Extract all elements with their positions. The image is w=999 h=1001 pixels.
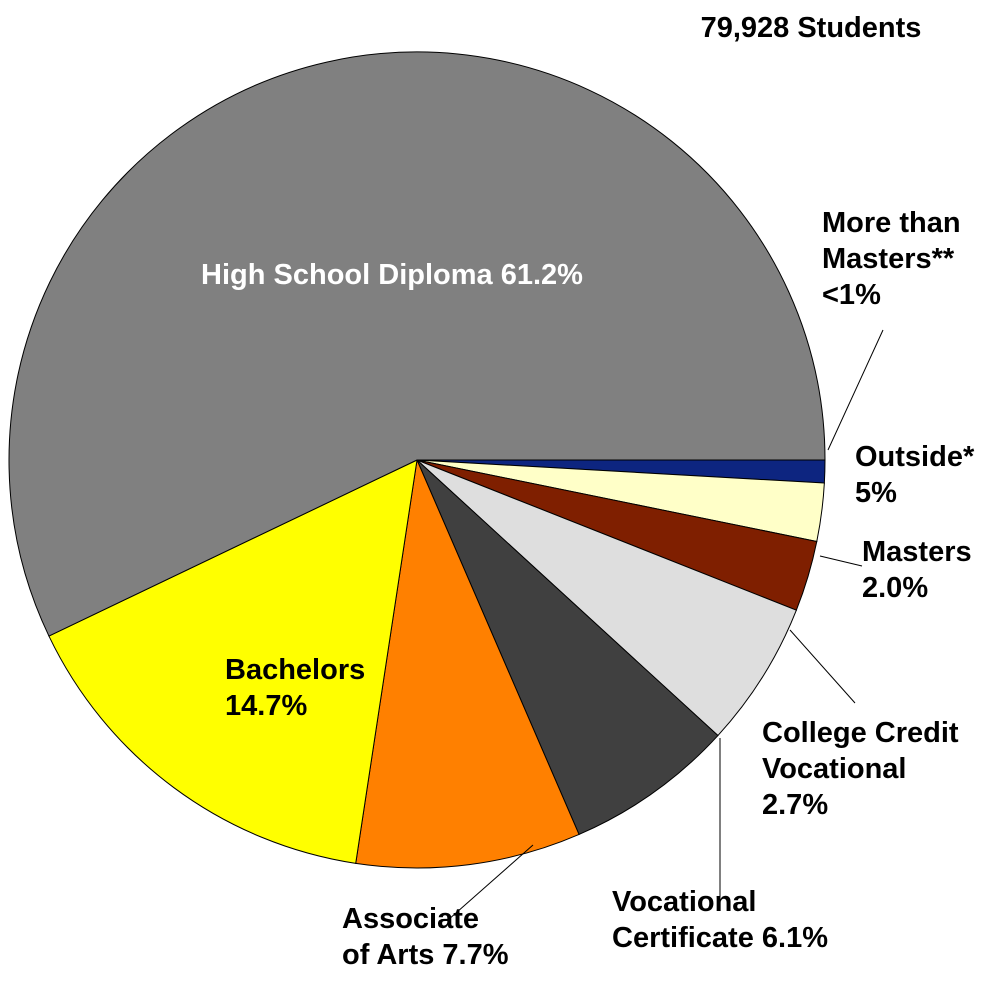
slice-label-line: 2.7% — [762, 789, 828, 821]
slice-label: Vocational Certificate 6.1% — [612, 886, 828, 954]
leader-line — [789, 629, 856, 704]
slice-label-line: <1% — [822, 279, 881, 311]
slice-label-line: Outside* — [855, 441, 975, 473]
pie-slice-high-school-diploma — [8, 51, 826, 637]
slice-label-line: Masters** — [822, 243, 955, 275]
pie-slice-bachelors — [48, 459, 418, 864]
leader-line — [447, 844, 534, 921]
leader-line — [819, 555, 863, 567]
slice-label: Outside* 5% — [855, 441, 975, 509]
chart-title: 79,928 Students — [701, 12, 922, 44]
slice-label: More than Masters** <1% — [822, 207, 961, 311]
slice-label-line: Bachelors — [225, 654, 365, 686]
slice-label: Masters 2.0% — [862, 536, 972, 604]
slice-label-line: Vocational — [612, 886, 757, 918]
slice-label-line: Certificate 6.1% — [612, 922, 828, 954]
pie-slice-associate-of-arts — [355, 458, 580, 869]
leader-lines — [447, 329, 884, 921]
leader-line — [827, 329, 884, 451]
slice-label-line: 2.0% — [862, 572, 928, 604]
slice-labels: More than Masters** <1% Outside* 5% Masters 2.… — [201, 207, 975, 971]
slice-label: High School Diploma 61.2% — [201, 259, 583, 291]
slice-label: Bachelors 14.7% — [225, 654, 365, 722]
pie-slice-vocational-certificate — [416, 459, 719, 836]
slice-label: College Credit Vocational 2.7% — [762, 717, 959, 821]
slice-label-line: College Credit — [762, 717, 959, 749]
slice-label-line: 14.7% — [225, 690, 307, 722]
slice-label-line: More than — [822, 207, 961, 239]
slice-label-line: Vocational — [762, 753, 907, 785]
pie-slices — [8, 51, 826, 869]
slice-label-line: Masters — [862, 536, 972, 568]
slice-label-line: 5% — [855, 477, 897, 509]
slice-label-line: High School Diploma 61.2% — [201, 259, 583, 291]
pie-slice-college-credit-vocational — [416, 459, 797, 737]
slice-label-line: of Arts 7.7% — [342, 939, 509, 971]
slice-label-line: Associate — [342, 903, 479, 935]
slice-label: Associate of Arts 7.7% — [342, 903, 509, 971]
